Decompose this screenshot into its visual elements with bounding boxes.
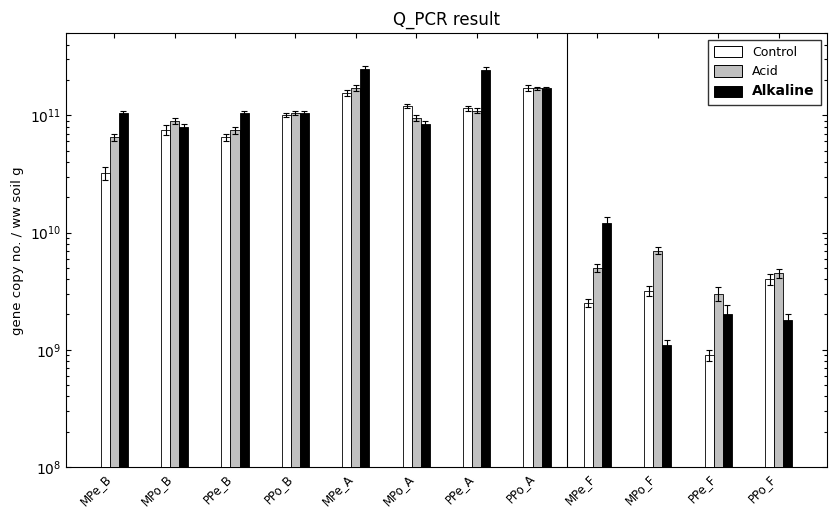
Bar <box>774 273 784 519</box>
Bar <box>784 320 792 519</box>
Bar <box>644 291 654 519</box>
Bar <box>654 251 662 519</box>
Bar <box>765 279 774 519</box>
Bar <box>221 138 230 519</box>
Bar <box>472 111 481 519</box>
Bar <box>593 268 602 519</box>
Bar <box>541 88 551 519</box>
Bar <box>119 113 127 519</box>
Bar <box>300 113 309 519</box>
Bar <box>463 108 472 519</box>
Bar <box>291 113 300 519</box>
Bar <box>584 303 593 519</box>
Bar <box>411 118 421 519</box>
Bar <box>179 127 189 519</box>
Title: Q_PCR result: Q_PCR result <box>393 11 500 30</box>
Bar <box>421 124 430 519</box>
Bar <box>240 113 249 519</box>
Bar <box>230 130 240 519</box>
Bar <box>282 115 291 519</box>
Bar <box>101 173 110 519</box>
Bar <box>402 106 411 519</box>
Bar <box>351 88 360 519</box>
Bar <box>342 93 351 519</box>
Bar <box>723 315 732 519</box>
Bar <box>662 345 671 519</box>
Bar <box>705 355 714 519</box>
Bar <box>481 70 490 519</box>
Bar <box>110 138 119 519</box>
Bar <box>524 88 532 519</box>
Bar <box>532 88 541 519</box>
Y-axis label: gene copy no. / ww soil g: gene copy no. / ww soil g <box>11 166 24 335</box>
Bar <box>161 130 170 519</box>
Bar <box>714 294 723 519</box>
Bar <box>602 223 611 519</box>
Legend: Control, Acid, Alkaline: Control, Acid, Alkaline <box>708 39 820 105</box>
Bar <box>170 121 179 519</box>
Bar <box>360 69 370 519</box>
